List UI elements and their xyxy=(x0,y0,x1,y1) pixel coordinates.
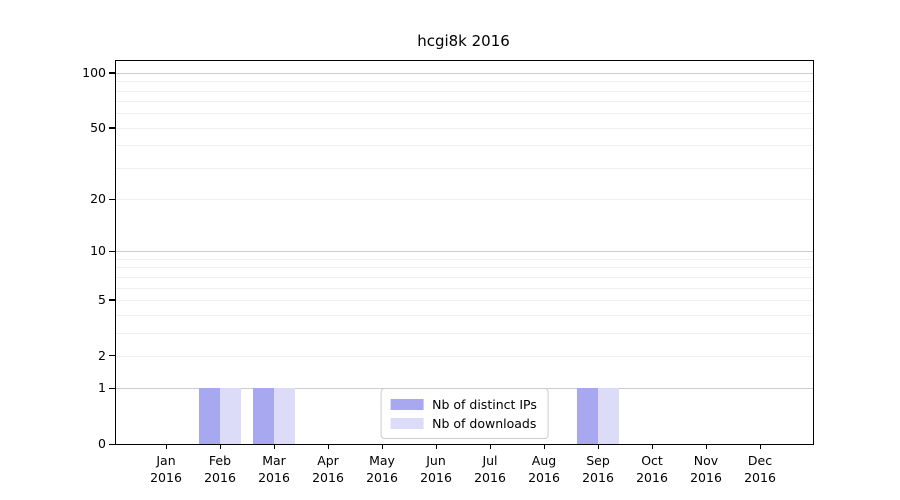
x-tick-label: Jul 2016 xyxy=(450,452,530,486)
x-tick-label-line: Jun xyxy=(426,453,446,468)
x-tick-mark xyxy=(435,444,437,449)
gridline-minor xyxy=(116,199,813,201)
plot-area: Nb of distinct IPs Nb of downloads 0 1 2 5 10… xyxy=(82,60,814,485)
x-tick-label-line: 2016 xyxy=(420,470,452,485)
x-tick-mark xyxy=(327,444,329,449)
x-tick-label-line: Apr xyxy=(317,453,339,468)
x-tick-mark xyxy=(165,444,167,449)
y-tick-mark xyxy=(109,250,115,252)
y-tick-label: 20 xyxy=(90,191,106,207)
y-tick-mark xyxy=(109,198,115,200)
x-tick-label-line: Jul xyxy=(482,453,498,468)
x-tick-mark xyxy=(597,444,599,449)
gridline-minor xyxy=(116,167,813,169)
bar-distinct-ips xyxy=(253,388,274,444)
x-tick-label-line: Jan xyxy=(156,453,176,468)
x-tick-label-line: 2016 xyxy=(690,470,722,485)
bar-downloads xyxy=(598,388,619,444)
x-tick-label-line: May xyxy=(369,453,395,468)
y-tick-label: 2 xyxy=(98,347,106,363)
gridline-minor xyxy=(116,314,813,316)
legend-swatch-icon xyxy=(390,398,424,410)
x-tick-label-line: Feb xyxy=(208,453,232,468)
y-tick-mark xyxy=(109,127,115,129)
gridline-minor xyxy=(116,145,813,147)
bar-downloads xyxy=(274,388,295,444)
x-tick-mark xyxy=(489,444,491,449)
legend-swatch-icon xyxy=(390,417,424,429)
x-tick-label-line: 2016 xyxy=(582,470,614,485)
x-tick-label: Jun 2016 xyxy=(396,452,476,486)
gridline-minor xyxy=(116,276,813,278)
y-tick-mark xyxy=(109,387,115,390)
chart-title: hcgi8k 2016 xyxy=(417,32,510,50)
y-tick-label: 0 xyxy=(98,436,106,451)
x-tick-mark xyxy=(219,444,221,449)
x-tick-label-line: 2016 xyxy=(528,470,560,485)
x-tick-label-line: Aug xyxy=(531,453,557,468)
legend-entry: Nb of downloads xyxy=(390,414,537,432)
gridline-minor xyxy=(116,101,813,103)
x-tick-label-line: Mar xyxy=(262,453,286,468)
gridline-minor xyxy=(116,81,813,83)
y-tick-label: 50 xyxy=(90,119,106,135)
bar-distinct-ips xyxy=(199,388,220,444)
x-tick-label-line: 2016 xyxy=(258,470,290,485)
x-tick-label-line: 2016 xyxy=(150,470,182,485)
x-tick-label-line: Nov xyxy=(693,453,719,468)
legend: Nb of distinct IPs Nb of downloads xyxy=(380,388,549,439)
gridline-major xyxy=(116,72,813,74)
x-tick-label: Aug 2016 xyxy=(504,452,584,486)
gridline-minor xyxy=(116,127,813,129)
x-tick-label: Nov 2016 xyxy=(666,452,746,486)
legend-entry: Nb of distinct IPs xyxy=(390,395,537,413)
x-tick-label: Oct 2016 xyxy=(612,452,692,486)
x-tick-label-line: 2016 xyxy=(744,470,776,485)
x-tick-label: Jan 2016 xyxy=(126,452,206,486)
gridline-minor xyxy=(116,299,813,301)
gridline-minor xyxy=(116,258,813,260)
x-tick-label-line: 2016 xyxy=(366,470,398,485)
bar-downloads xyxy=(220,388,241,444)
gridline-major xyxy=(116,388,813,390)
y-tick-mark xyxy=(109,355,115,357)
x-tick-label: Dec 2016 xyxy=(720,452,800,486)
x-tick-label: May 2016 xyxy=(342,452,422,486)
y-tick-label: 5 xyxy=(98,291,106,307)
bar-distinct-ips xyxy=(577,388,598,444)
gridline-minor xyxy=(116,90,813,92)
x-tick-label: Sep 2016 xyxy=(558,452,638,486)
gridline-minor xyxy=(116,355,813,357)
x-tick-label-line: Dec xyxy=(747,453,773,468)
x-tick-label-line: Sep xyxy=(586,453,610,468)
x-tick-label: Feb 2016 xyxy=(180,452,260,486)
y-tick-label: 10 xyxy=(90,243,106,259)
gridline-minor xyxy=(116,287,813,289)
x-tick-mark xyxy=(543,444,545,449)
legend-label: Nb of downloads xyxy=(432,415,537,431)
x-tick-label-line: 2016 xyxy=(636,470,668,485)
x-tick-label: Apr 2016 xyxy=(288,452,368,486)
x-tick-mark xyxy=(273,444,275,449)
y-tick-label: 1 xyxy=(98,380,106,396)
x-tick-mark xyxy=(705,444,707,449)
y-tick-mark xyxy=(109,299,115,301)
x-tick-label-line: 2016 xyxy=(474,470,506,485)
gridline-major xyxy=(116,251,813,253)
y-tick-mark xyxy=(109,72,115,74)
y-tick-label: 100 xyxy=(82,64,106,80)
x-tick-label-line: 2016 xyxy=(204,470,236,485)
gridline-minor xyxy=(116,267,813,269)
x-tick-mark xyxy=(759,444,761,449)
legend-label: Nb of distinct IPs xyxy=(432,396,537,412)
x-tick-mark xyxy=(381,444,383,449)
gridline-minor xyxy=(116,113,813,115)
x-tick-label-line: Oct xyxy=(641,453,663,468)
x-tick-label: Mar 2016 xyxy=(234,452,314,486)
gridline-minor xyxy=(116,332,813,334)
y-tick-mark xyxy=(109,443,115,445)
x-tick-label-line: 2016 xyxy=(312,470,344,485)
x-tick-mark xyxy=(651,444,653,449)
